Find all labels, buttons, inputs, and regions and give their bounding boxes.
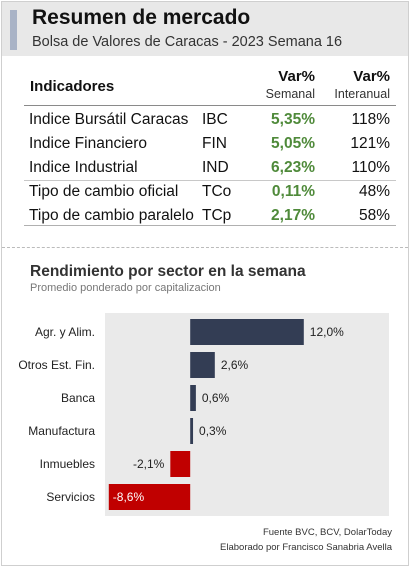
chart-title: Rendimiento por sector en la semana (30, 263, 306, 280)
indicator-name: Indice Bursátil Caracas (29, 111, 189, 128)
column-header-yearly-label: Var% (353, 68, 390, 85)
weekly-change: 5,35% (271, 111, 315, 128)
yearly-change: 48% (358, 183, 390, 200)
indicator-code: IBC (202, 111, 228, 128)
header-rule (24, 105, 396, 106)
column-header-yearly-sub: Interanual (334, 87, 390, 101)
data-label: 0,3% (199, 424, 227, 438)
weekly-change: 5,05% (271, 135, 315, 152)
column-header-weekly-sub: Semanal (265, 87, 315, 101)
page-title: Resumen de mercado (32, 6, 251, 29)
data-label: 12,0% (310, 325, 344, 339)
yearly-change: 110% (351, 159, 391, 176)
weekly-change: 2,17% (271, 207, 315, 224)
indicator-name: Tipo de cambio paralelo (29, 207, 194, 224)
bar-5 (108, 484, 191, 510)
source-note: Fuente BVC, BCV, DolarToday (262, 527, 392, 538)
header: Resumen de mercado Bolsa de Valores de C… (2, 2, 408, 56)
plot-area (105, 313, 389, 516)
bar-4 (170, 451, 191, 477)
indicator-name: Indice Industrial (29, 159, 138, 176)
table-row: Indice Bursátil Caracas IBC 5,35% 118% (24, 108, 396, 132)
column-header-weekly: Var% Semanal (266, 68, 315, 101)
category-label: Otros Est. Fin. (18, 358, 95, 372)
indicator-code: FIN (202, 135, 227, 152)
table-row: Indice Industrial IND 6,23% 110% (24, 156, 396, 181)
indicator-name: Tipo de cambio oficial (29, 183, 179, 200)
indicator-code: TCp (202, 207, 232, 224)
table-row: Tipo de cambio oficial TCo 0,11% 48% (24, 180, 396, 204)
table-row: Tipo de cambio paralelo TCp 2,17% 58% (24, 204, 396, 228)
table-row: Indice Financiero FIN 5,05% 121% (24, 132, 396, 156)
yearly-change: 118% (351, 111, 391, 128)
data-label: -2,1% (133, 457, 165, 471)
bar-1 (190, 352, 215, 378)
indicator-code: IND (202, 159, 229, 176)
bar-2 (190, 385, 196, 411)
author-note: Elaborado por Francisco Sanabria Avella (220, 542, 392, 553)
weekly-change: 0,11% (271, 183, 315, 200)
category-label: Agr. y Alim. (35, 325, 95, 339)
yearly-change: 121% (350, 135, 390, 152)
indicator-code: TCo (202, 183, 232, 200)
data-label: -8,6% (113, 490, 145, 504)
category-label: Servicios (46, 490, 95, 504)
column-header-yearly: Var% Interanual (334, 68, 390, 101)
indicator-name: Indice Financiero (29, 135, 148, 152)
category-label: Manufactura (28, 424, 95, 438)
header-accent-bar (10, 10, 17, 50)
data-label: 2,6% (221, 358, 249, 372)
chart-subtitle: Promedio ponderado por capitalizacion (30, 282, 221, 294)
data-label: 0,6% (202, 391, 230, 405)
yearly-change: 58% (358, 207, 390, 224)
table-bottom-rule (24, 225, 396, 226)
weekly-change: 6,23% (271, 159, 315, 176)
bar-0 (190, 319, 304, 345)
section-divider (2, 247, 408, 248)
column-header-indicators: Indicadores (30, 78, 115, 95)
bar-3 (190, 418, 194, 444)
category-label: Banca (61, 391, 95, 405)
page-subtitle: Bolsa de Valores de Caracas - 2023 Seman… (32, 34, 343, 50)
column-header-weekly-label: Var% (278, 68, 315, 85)
category-label: Inmuebles (40, 457, 95, 471)
